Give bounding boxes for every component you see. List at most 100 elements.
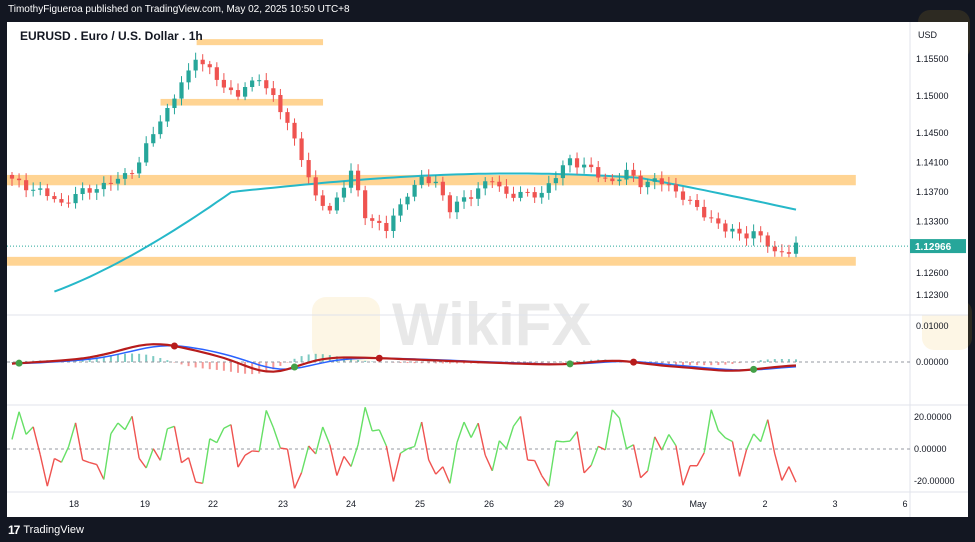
candle-body [186,70,191,83]
macd-histogram-bar [152,356,155,362]
osc-segment [350,444,359,467]
osc-segment [696,452,705,467]
candle-body [737,228,742,234]
macd-histogram-bar [307,354,310,362]
macd-histogram-bar [731,362,734,365]
candle-body [165,108,170,122]
candle-body [772,246,777,252]
osc-segment [618,417,628,449]
osc-segment [202,438,211,484]
osc-tick-label: -20.00000 [914,476,955,486]
osc-segment [195,481,203,484]
candle-body [242,87,248,97]
osc-segment [364,407,373,432]
candle-body [440,181,445,196]
support-resistance-zone [7,174,856,186]
osc-segment [385,445,395,482]
osc-segment [512,416,522,427]
macd-histogram-bar [244,362,247,374]
osc-segment [703,409,712,453]
osc-segment [336,456,345,476]
candle-body [94,189,99,193]
price-tick-label: 1.15000 [916,91,949,101]
osc-segment [280,447,288,450]
time-tick-label: 30 [622,499,632,509]
osc-segment [293,472,303,489]
macd-histogram-bar [399,362,402,363]
macd-cross-dot [566,360,574,368]
candle-body [334,197,340,211]
osc-segment [491,440,501,471]
price-tick-label: 1.15500 [916,54,949,64]
candle-body [271,88,276,96]
macd-histogram-bar [293,358,296,362]
candle-body [525,191,530,193]
macd-histogram-bar [674,362,677,366]
macd-histogram-bar [561,362,564,363]
osc-segment [420,421,430,461]
candle-body [327,205,332,211]
osc-segment [435,466,444,475]
macd-histogram-bar [357,359,360,362]
time-tick-label: 25 [415,499,425,509]
osc-segment [640,470,649,479]
osc-segment [463,421,472,438]
osc-segment [117,422,126,431]
macd-histogram-bar [795,359,797,362]
candle-body [582,164,587,168]
candle-body [306,160,311,178]
osc-segment [89,461,97,466]
macd-histogram-bar [787,359,790,362]
osc-segment [244,450,253,456]
macd-histogram-bar [434,362,437,364]
osc-segment [145,448,154,469]
osc-segment [731,441,741,477]
candle-body [313,177,318,196]
macd-histogram-bar [25,360,28,362]
moving-average-line [54,172,797,293]
time-tick-label: 22 [208,499,218,509]
osc-segment [738,449,748,477]
time-tick-label: 26 [484,499,494,509]
candle-body [673,184,679,192]
macd-histogram-bar [455,362,458,364]
osc-segment [710,409,719,431]
tradingview-logo[interactable]: 17 TradingView [8,523,84,537]
macd-histogram-bar [689,362,692,366]
candle-body [758,231,763,236]
osc-segment [682,465,691,486]
osc-segment [760,419,769,442]
candle-body [779,251,784,253]
candle-body [45,188,50,197]
osc-segment [470,422,479,438]
candle-body [716,218,721,224]
macd-cross-dot [375,354,383,362]
osc-segment [646,436,656,472]
osc-segment [265,410,274,428]
candle-body [695,200,700,207]
macd-tick-label: 0.00000 [916,357,949,367]
osc-segment [449,442,458,484]
macd-histogram-bar [258,362,261,374]
support-resistance-zone [196,39,324,46]
candle-body [539,192,544,198]
price-tick-label: 1.12600 [916,268,949,278]
osc-segment [392,452,402,482]
macd-histogram-bar [279,362,282,366]
osc-segment [173,426,183,463]
candle-body [151,134,156,144]
osc-segment [181,457,189,464]
candle-body [144,143,149,163]
candle-body [638,175,643,188]
macd-histogram-bar [187,362,190,367]
candle-body [723,223,728,232]
osc-segment [159,428,169,461]
osc-segment [548,440,557,487]
support-resistance-zone [160,98,324,106]
candle-body [348,170,354,188]
macd-histogram-bar [314,353,317,362]
candle-body [207,64,212,68]
osc-segment [54,457,62,463]
macd-histogram-bar [138,353,141,362]
